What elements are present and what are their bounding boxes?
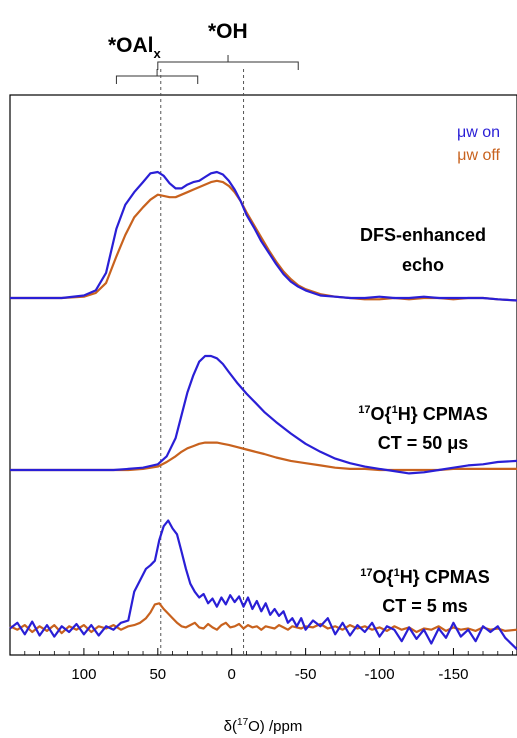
x-tick-label: 0 [228,666,236,683]
panel-2 [10,354,517,475]
x-axis-label: δ(17O) /ppm [224,717,303,735]
site-label-oalx-main: *OAl [108,34,154,57]
bracket-oalx [115,69,199,84]
x-tick-label: -150 [438,666,468,683]
bracket-oh [157,55,299,70]
x-tick-label: 50 [149,666,166,683]
site-label-oalx-sub: x [154,46,162,61]
reference-lines [160,69,245,655]
panel-label-dfs-line1: DFS-enhanced [360,225,486,245]
series-mw-off-panel-2 [10,441,517,472]
panel-label-cp5-line2: CT = 5 ms [382,596,468,616]
panel-label-cp50-line2: CT = 50 μs [378,433,469,453]
x-tick-label: -100 [365,666,395,683]
series-mw-on-panel-1 [10,170,517,302]
panel-label-cp5-line1: 17O{1H} CPMAS [360,567,489,587]
panel-label-cp50-line1: 17O{1H} CPMAS [358,404,487,424]
panel-label-dfs-line2: echo [402,255,444,275]
panel-3 [9,519,517,651]
series-mw-on-panel-2 [10,354,517,475]
site-brackets [115,55,299,84]
x-axis: 100 50 0 -50 -100 -150 [24,648,513,683]
spectra [9,170,517,651]
x-tick-label: -50 [295,666,317,683]
series-mw-on-panel-3 [9,519,517,651]
site-label-oh: *OH [208,20,248,43]
legend-mw-off: μw off [457,147,500,164]
site-label-oalx: *OAlx [108,34,162,61]
panel-1 [10,170,517,302]
plot-frame [9,94,517,656]
legend-mw-on: μw on [457,124,500,141]
x-tick-label: 100 [71,666,96,683]
